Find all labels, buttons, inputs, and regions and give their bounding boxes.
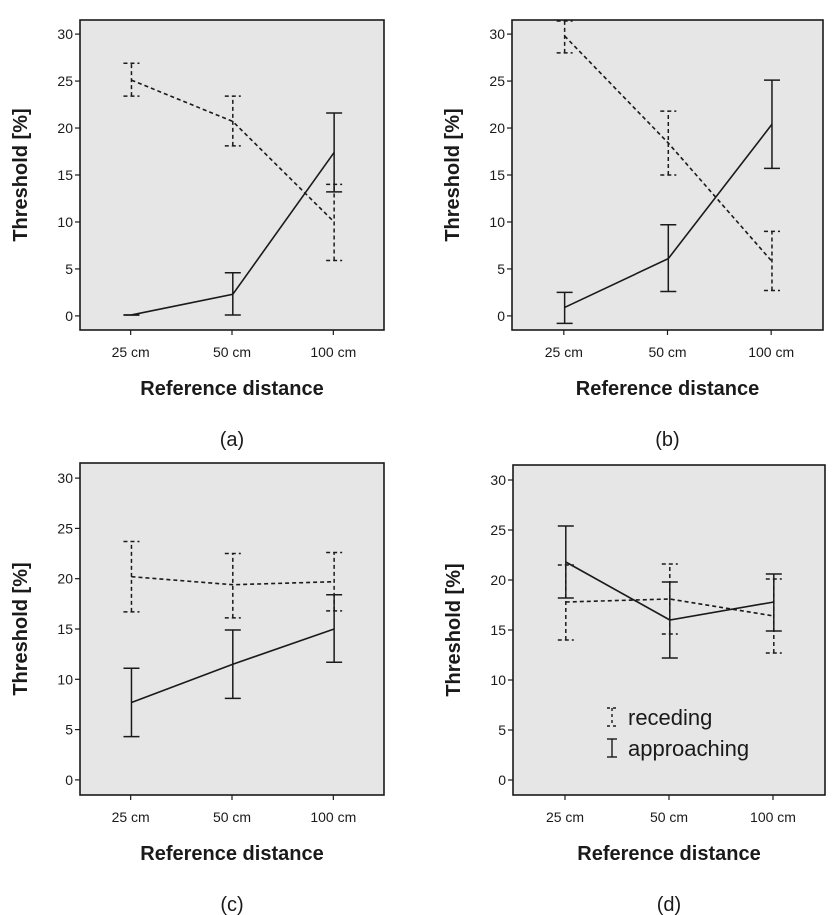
legend-label-dashed: receding — [628, 705, 712, 730]
x-tick-label: 25 cm — [546, 809, 584, 825]
x-axis-label: Reference distance — [140, 378, 323, 400]
x-tick-label: 25 cm — [112, 344, 150, 360]
y-tick-label: 0 — [65, 772, 73, 788]
y-axis-label: Threshold [%] — [10, 562, 32, 695]
panel-label: (b) — [655, 429, 679, 451]
chart-panel-d: 0 5 10 15 20 25 30 25 cm 50 cm 100 cm Reference di… — [443, 464, 826, 915]
error-bar — [763, 230, 780, 292]
x-tick-label: 100 cm — [748, 344, 794, 360]
y-axis-label: Threshold [%] — [442, 108, 464, 241]
x-tick-label: 50 cm — [650, 809, 688, 825]
error-bar — [765, 573, 782, 632]
y-axis-label: Threshold [%] — [443, 563, 465, 696]
y-tick-label: 0 — [497, 308, 505, 324]
y-axis-label: Threshold [%] — [10, 108, 32, 241]
error-bar — [763, 79, 780, 170]
y-tick-label: 5 — [497, 261, 505, 277]
error-bar — [661, 581, 678, 659]
x-tick-label: 100 cm — [310, 344, 356, 360]
x-tick-label: 25 cm — [112, 809, 150, 825]
x-axis-label: Reference distance — [140, 843, 323, 865]
y-tick-label: 15 — [490, 622, 506, 638]
error-bar — [556, 291, 573, 325]
error-bar — [123, 540, 140, 613]
y-tick-label: 15 — [489, 167, 505, 183]
y-tick-label: 5 — [65, 261, 73, 277]
y-tick-label: 5 — [65, 722, 73, 738]
y-tick-label: 20 — [57, 120, 73, 136]
x-tick-label: 25 cm — [545, 344, 583, 360]
y-tick-label: 25 — [57, 520, 73, 536]
y-tick-label: 15 — [57, 621, 73, 637]
plot-area — [512, 464, 826, 796]
error-bar — [224, 271, 241, 316]
series-line — [131, 79, 335, 223]
chart-panel-c: 0 5 10 15 20 25 30 25 cm 50 cm 100 cm Reference di… — [10, 462, 385, 915]
error-bar — [660, 110, 677, 176]
y-tick-label: 0 — [498, 772, 506, 788]
y-tick-label: 25 — [489, 73, 505, 89]
y-tick-label: 30 — [57, 470, 73, 486]
y-tick-label: 10 — [489, 214, 505, 230]
error-bar — [123, 667, 140, 738]
y-tick-label: 5 — [498, 722, 506, 738]
error-bar — [660, 224, 677, 293]
x-axis-label: Reference distance — [577, 843, 760, 865]
panel-label: (c) — [220, 894, 243, 915]
y-tick-label: 20 — [489, 120, 505, 136]
y-tick-label: 20 — [490, 572, 506, 588]
x-tick-label: 50 cm — [213, 344, 251, 360]
error-bar — [326, 112, 343, 193]
error-bar — [123, 62, 140, 97]
y-tick-label: 30 — [489, 26, 505, 42]
error-bar — [224, 95, 241, 147]
series-dashed — [556, 20, 780, 292]
y-tick-label: 30 — [57, 26, 73, 42]
y-tick-label: 10 — [57, 671, 73, 687]
x-tick-label: 100 cm — [310, 809, 356, 825]
y-tick-label: 30 — [490, 472, 506, 488]
legend-symbol-solid — [607, 738, 617, 758]
series-dashed — [123, 62, 343, 262]
chart-panel-b: 0 5 10 15 20 25 30 25 cm 50 cm 100 cm Reference di… — [442, 19, 824, 451]
y-tick-label: 20 — [57, 571, 73, 587]
error-bar — [326, 594, 343, 663]
plot-area — [79, 19, 385, 331]
series-solid — [123, 594, 343, 738]
chart-panel-a: 0 5 10 15 20 25 30 25 cm 50 cm 100 cm Reference di… — [10, 19, 385, 451]
panel-label: (d) — [657, 894, 681, 915]
y-tick-label: 10 — [490, 672, 506, 688]
error-bar — [224, 552, 241, 619]
legend: receding approaching — [607, 705, 749, 761]
error-bar — [556, 20, 573, 54]
series-solid — [557, 525, 782, 659]
error-bar — [557, 525, 574, 599]
x-tick-label: 100 cm — [750, 809, 796, 825]
y-tick-label: 25 — [490, 522, 506, 538]
error-bar — [224, 629, 241, 700]
legend-symbol-dashed — [607, 707, 617, 727]
x-tick-label: 50 cm — [213, 809, 251, 825]
y-tick-label: 25 — [57, 73, 73, 89]
y-tick-label: 15 — [57, 167, 73, 183]
series-solid — [556, 79, 780, 325]
panel-label: (a) — [220, 429, 244, 451]
x-axis-label: Reference distance — [576, 378, 759, 400]
y-tick-label: 0 — [65, 308, 73, 324]
x-tick-label: 50 cm — [648, 344, 686, 360]
series-solid — [123, 112, 343, 316]
plot-area — [79, 462, 385, 796]
legend-label-solid: approaching — [628, 736, 749, 761]
series-line — [131, 575, 335, 586]
y-tick-label: 10 — [57, 214, 73, 230]
